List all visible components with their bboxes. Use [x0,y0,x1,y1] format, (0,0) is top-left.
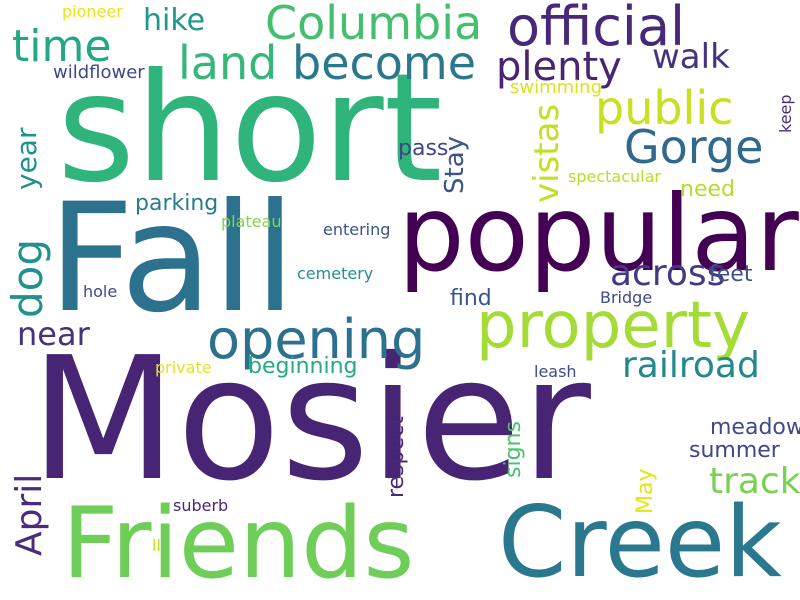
word-gorge: Gorge [624,120,764,174]
word-land: land [178,36,278,90]
word-feet: Stay [440,135,470,194]
word-hole: wildflower [53,62,145,83]
word-spectacular: Bridge [600,288,653,307]
word-bridge: year [10,127,43,190]
word-vistas: cemetery [297,264,374,283]
word-official: official [507,0,686,58]
word-pioneer: parking [135,191,219,216]
word-leash: swimming [510,77,603,98]
word-walk: hike [143,3,206,38]
word-pass: feet [709,262,753,287]
word-april: plateau [221,212,282,231]
word-swimming: need [680,177,735,202]
word-railroad: near [17,315,90,353]
word-near: across [610,253,726,294]
word-friends: Friends [62,487,415,600]
word-may: suberb [173,496,229,515]
word-opening: opening [207,308,426,371]
word-columbia: Columbia [265,0,483,50]
word-plenty: plenty [496,44,622,90]
word-find: vistas [527,103,567,203]
word-meadows: summer [689,438,780,463]
word-keep: ll [152,536,161,555]
word-private: pioneer [62,2,123,21]
word-plateau: respect [384,416,409,498]
word-stay: entering [323,220,391,239]
word-ll: pass [398,136,449,161]
word-entering: signs [501,421,526,478]
word-beginning: beginning [248,354,358,379]
word-tracks: railroad [622,345,760,386]
word-suberb: keep [776,94,795,133]
word-wildflower: find [450,286,492,311]
word-parking: April [9,473,50,556]
word-time: time [12,21,112,72]
word-dog: spectacular [568,167,661,186]
word-cemetery: May [633,468,658,514]
word-popular: popular [398,173,799,295]
word-creek: Creek [498,486,782,600]
word-short: short [57,42,443,216]
word-respect: private [155,358,212,377]
word-fall: Fall [48,172,296,346]
word-year: hole [83,282,118,301]
word-hike: dog [3,238,52,318]
word-need: tracks [709,461,800,502]
word-become: become [292,36,477,90]
word-signs: leash [534,362,577,381]
word-public: public [595,81,734,135]
word-property: property [476,289,750,363]
word-across: walk [652,37,730,77]
word-mosier: Mosier [30,321,591,519]
